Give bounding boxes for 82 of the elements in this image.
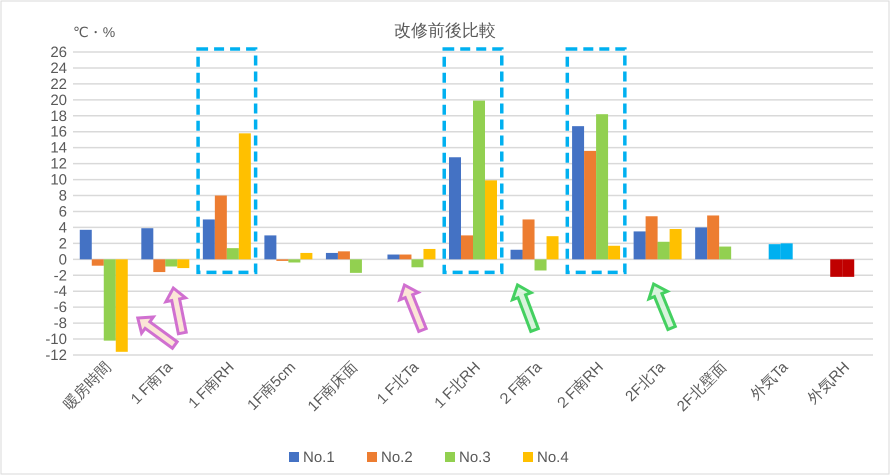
bar [830,259,842,277]
bar [572,126,584,260]
bar [165,259,178,266]
bar [177,259,190,268]
bar [634,231,646,260]
bar [780,243,793,260]
bar [288,259,300,263]
bar [584,150,596,260]
bar [695,227,708,260]
x-tick-label: 2F北壁面 [674,358,730,416]
bar [238,133,251,260]
x-tick-label: 外気Ta [747,358,792,404]
y-tick-label: -2 [54,267,67,284]
bar [214,196,227,260]
bar [461,235,473,260]
bar [104,259,116,341]
bar [116,259,128,352]
bar [80,230,92,260]
y-tick-label: -6 [54,299,67,316]
bar [473,100,485,260]
bar [842,259,854,277]
bar [719,246,732,260]
bar [534,259,547,270]
bar [768,244,781,260]
bar [646,216,658,260]
bar [596,114,608,260]
legend-label: No.3 [459,449,491,466]
x-tick-label: 2F北Ta [622,358,669,406]
bar [658,242,670,260]
x-tick-label: １F北RH [428,358,484,414]
bar [141,228,154,260]
x-tick-label: 1F南床面 [304,358,361,416]
bar [387,254,400,260]
x-tick-label: １F南Ta [125,358,177,410]
bar [510,250,523,260]
y-tick-label: 8 [58,188,67,205]
bar [707,215,720,260]
y-axis-title: ℃・% [73,24,116,40]
bar [423,248,436,260]
y-tick-label: 18 [50,108,67,125]
x-tick-label: 外気RH [804,358,854,408]
bar [300,252,312,260]
y-tick-label: 24 [50,60,67,77]
chart-title: 改修前後比較 [394,21,496,40]
legend-label: No.4 [537,449,569,466]
y-tick-label: -4 [54,283,67,300]
bar [411,259,424,268]
y-tick-label: -8 [54,315,67,332]
y-tick-label: 26 [50,44,67,61]
y-tick-label: 12 [50,156,67,173]
x-tick-label: ２F南Ta [494,358,546,410]
bar [92,259,104,266]
bar [326,252,338,260]
bar [226,248,239,260]
bar [202,219,215,260]
legend-label: No.1 [303,449,335,466]
y-tick-label: 16 [50,124,67,141]
bar [264,235,276,260]
bar [546,236,559,260]
y-tick-label: 20 [50,92,67,109]
bar [399,254,412,260]
bar [449,157,461,260]
y-tick-label: 2 [58,235,67,252]
x-tick-label: １F北Ta [371,358,423,410]
y-tick-label: 4 [58,219,67,236]
y-tick-label: 6 [58,203,67,220]
bar [350,259,362,273]
bar [338,251,350,260]
legend-label: No.2 [381,449,413,466]
bar [608,246,620,260]
y-tick-label: 10 [50,172,67,189]
bar [485,180,497,260]
y-tick-label: 0 [58,251,67,268]
bar [522,219,535,260]
x-tick-label: 1F南5cm [244,358,300,414]
y-tick-label: -10 [45,331,67,348]
y-tick-label: 14 [50,140,67,157]
y-tick-label: 22 [50,76,67,93]
bar [670,229,682,260]
x-tick-label: ２F南RH [552,358,607,414]
x-tick-label: １F南RH [182,358,238,414]
bar [153,259,166,272]
